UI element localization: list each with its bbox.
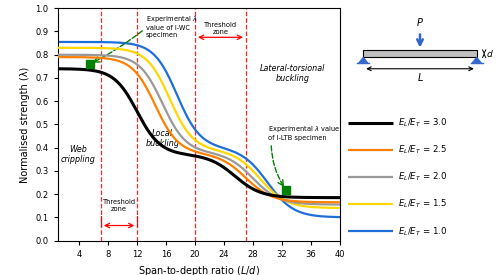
X-axis label: Span-to-depth ratio ($L/d$): Span-to-depth ratio ($L/d$): [138, 264, 260, 275]
Polygon shape: [472, 57, 482, 63]
Text: $E_L/E_T$ = 2.5: $E_L/E_T$ = 2.5: [398, 144, 448, 156]
Text: Threshold
zone: Threshold zone: [102, 199, 136, 211]
Text: $P$: $P$: [416, 16, 424, 28]
Polygon shape: [358, 57, 368, 63]
Y-axis label: Normalised strength (λ): Normalised strength (λ): [20, 66, 30, 183]
Text: $E_L/E_T$ = 1.5: $E_L/E_T$ = 1.5: [398, 198, 448, 210]
Text: $E_L/E_T$ = 3.0: $E_L/E_T$ = 3.0: [398, 116, 448, 129]
Text: Threshold
zone: Threshold zone: [204, 22, 237, 35]
Text: Experimental $\lambda$ value
of I-LTB specimen: Experimental $\lambda$ value of I-LTB sp…: [268, 124, 340, 141]
Text: Lateral-torsional
buckling: Lateral-torsional buckling: [260, 64, 326, 83]
Bar: [364, 51, 476, 57]
Text: $E_L/E_T$ = 2.0: $E_L/E_T$ = 2.0: [398, 171, 448, 183]
Text: $E_L/E_T$ = 1.0: $E_L/E_T$ = 1.0: [398, 225, 448, 238]
Text: Local
buckling: Local buckling: [146, 129, 180, 148]
Text: $L$: $L$: [416, 70, 424, 82]
Text: $d$: $d$: [486, 48, 494, 59]
Text: Experimental $\lambda$
value of I-WC
specimen: Experimental $\lambda$ value of I-WC spe…: [146, 14, 198, 38]
Text: Web
crippling: Web crippling: [60, 145, 95, 164]
